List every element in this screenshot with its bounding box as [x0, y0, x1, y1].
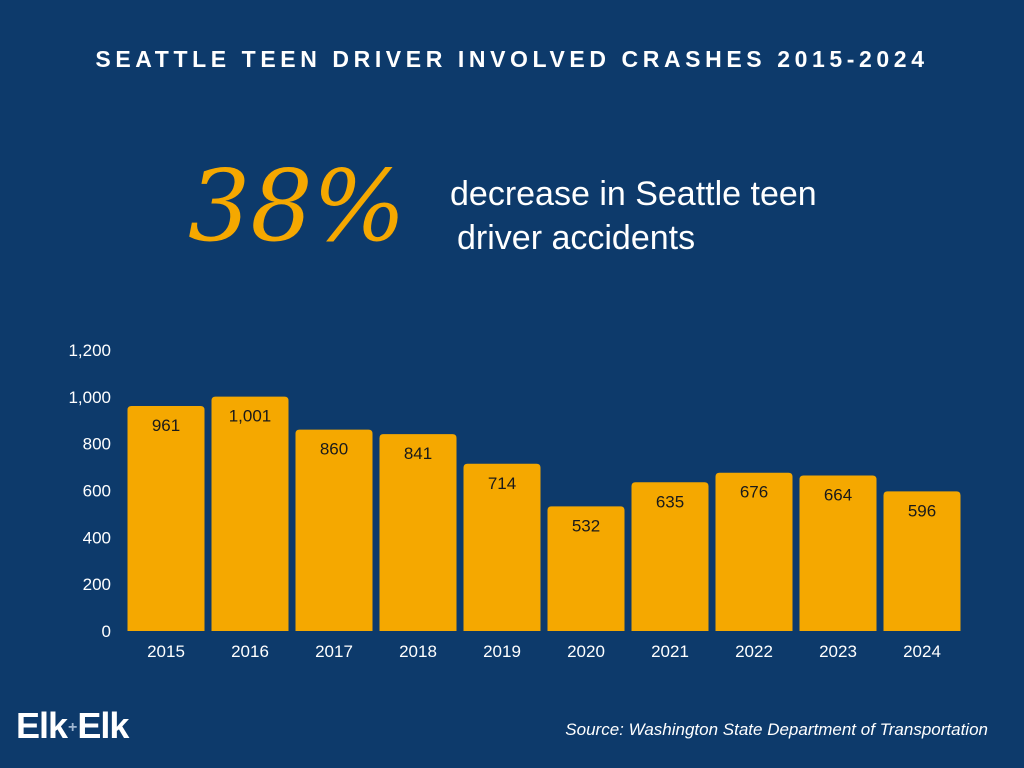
x-tick-label: 2020 [567, 642, 605, 661]
logo-plus: + [68, 719, 77, 737]
data-label: 596 [908, 501, 936, 520]
x-tick-label: 2017 [315, 642, 353, 661]
elk-elk-logo: Elk+Elk [16, 705, 129, 749]
data-label: 961 [152, 416, 180, 435]
y-tick-label: 600 [83, 482, 111, 501]
x-tick-label: 2019 [483, 642, 521, 661]
x-tick-label: 2022 [735, 642, 773, 661]
data-label: 635 [656, 492, 684, 511]
bar-2016 [211, 396, 289, 631]
data-label: 1,001 [229, 407, 272, 426]
data-label: 714 [488, 474, 516, 493]
y-tick-label: 400 [83, 528, 111, 547]
stat-percentage: 38% [188, 150, 406, 264]
data-label: 532 [572, 516, 600, 535]
bar-2019 [463, 463, 541, 631]
x-tick-label: 2023 [819, 642, 857, 661]
stat-line-1: decrease in Seattle teen [450, 175, 817, 213]
data-label: 676 [740, 483, 768, 502]
y-tick-label: 1,200 [68, 341, 111, 360]
bar-2015 [127, 405, 205, 631]
stat-description: decrease in Seattle teen driver accident… [450, 172, 900, 260]
bar-2017 [295, 429, 373, 631]
logo-right: Elk [77, 705, 129, 746]
bar-2020 [547, 506, 625, 631]
bar-2023 [799, 475, 877, 631]
x-tick-label: 2021 [651, 642, 689, 661]
x-tick-label: 2015 [147, 642, 185, 661]
bar-2024 [883, 491, 961, 631]
bar-2021 [631, 482, 709, 631]
bar-2018 [379, 434, 457, 631]
x-tick-label: 2016 [231, 642, 269, 661]
bar-chart: 0 200 400 600 800 1,000 1,200 961 2015 1,001 2016 8… [68, 341, 961, 661]
y-tick-label: 1,000 [68, 388, 111, 407]
x-tick-label: 2024 [903, 642, 941, 661]
chart-title: SEATTLE TEEN DRIVER INVOLVED CRASHES 201… [95, 46, 929, 72]
y-tick-label: 0 [102, 622, 111, 641]
data-label: 664 [824, 486, 852, 505]
data-label: 860 [320, 440, 348, 459]
data-label: 841 [404, 444, 432, 463]
stat-line-2: driver accidents [457, 219, 696, 257]
y-tick-label: 200 [83, 575, 111, 594]
y-tick-label: 800 [83, 435, 111, 454]
logo-left: Elk [16, 705, 68, 746]
source-citation: Source: Washington State Department of T… [565, 720, 988, 739]
bar-2022 [715, 472, 793, 631]
x-tick-label: 2018 [399, 642, 437, 661]
